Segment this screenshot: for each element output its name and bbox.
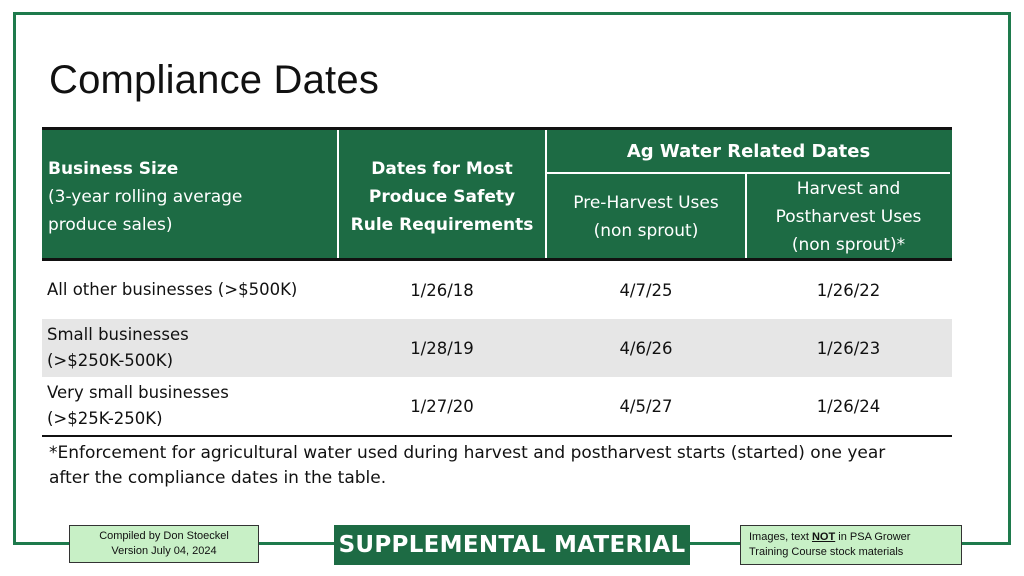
compiled-by-box: Compiled by Don Stoeckel Version July 04… — [69, 525, 259, 563]
business-size-cell: Small businesses (>$250K-500K) — [47, 319, 337, 377]
business-size-range: (>$250K-500K) — [47, 351, 174, 370]
most-date-cell: 1/27/20 — [410, 396, 474, 416]
harvest-date-cell: 1/26/22 — [816, 280, 881, 300]
version-text: Version July 04, 2024 — [111, 545, 217, 557]
footnote-line-2: after the compliance dates in the table. — [49, 468, 387, 488]
business-size-cell: Very small businesses (>$25K-250K) — [47, 377, 337, 435]
business-size-label: All other businesses (>$500K) — [47, 280, 298, 299]
header-most-dates: Dates for Most Produce Safety Rule Requi… — [339, 155, 545, 239]
disclaimer-not: NOT — [811, 531, 836, 543]
header-pre-harvest-1: Pre-Harvest Uses — [573, 193, 719, 213]
header-divider — [337, 130, 339, 258]
footnote: *Enforcement for agricultural water used… — [49, 441, 949, 491]
header-subdivider — [545, 172, 950, 174]
header-business-size-note-2: produce sales) — [48, 215, 173, 235]
harvest-date-cell: 1/26/23 — [816, 338, 881, 358]
header-harvest-1: Harvest and — [796, 179, 901, 199]
header-ag-water: Ag Water Related Dates — [626, 141, 871, 162]
harvest-date-cell: 1/26/24 — [816, 396, 881, 416]
slide-frame — [13, 12, 1011, 545]
header-most-dates-1: Dates for Most — [371, 159, 513, 179]
business-size-label: Small businesses — [47, 325, 189, 344]
header-business-size-title: Business Size — [48, 159, 179, 179]
header-harvest-2: Postharvest Uses — [775, 207, 922, 227]
compiled-by-text: Compiled by Don Stoeckel — [99, 530, 229, 542]
header-most-dates-3: Rule Requirements — [350, 215, 534, 235]
table-row: Very small businesses (>$25K-250K) 1/27/… — [42, 377, 952, 435]
header-harvest-3: (non sprout)* — [791, 235, 906, 255]
business-size-range: (>$25K-250K) — [47, 409, 163, 428]
footnote-line-1: *Enforcement for agricultural water used… — [49, 443, 886, 463]
table-row: All other businesses (>$500K) 1/26/18 4/… — [42, 261, 952, 319]
header-pre-harvest: Pre-Harvest Uses (non sprout) — [547, 189, 745, 245]
table-bottom-rule — [42, 435, 952, 437]
most-date-cell: 1/26/18 — [410, 280, 474, 300]
supplemental-material-banner: SUPPLEMENTAL MATERIAL — [334, 525, 690, 565]
business-size-cell: All other businesses (>$500K) — [47, 261, 337, 319]
table-header: Business Size (3-year rolling average pr… — [42, 127, 952, 261]
pre-harvest-date-cell: 4/6/26 — [619, 338, 673, 358]
compliance-table: Business Size (3-year rolling average pr… — [42, 127, 952, 437]
pre-harvest-date-cell: 4/7/25 — [619, 280, 673, 300]
disclaimer-box: Images, text NOT in PSA Grower Training … — [740, 525, 962, 565]
disclaimer-line-2: Training Course stock materials — [749, 546, 904, 558]
business-size-label: Very small businesses — [47, 383, 229, 402]
disclaimer-post: in PSA Grower — [835, 531, 911, 543]
header-business-size: Business Size (3-year rolling average pr… — [48, 155, 333, 239]
pre-harvest-date-cell: 4/5/27 — [619, 396, 673, 416]
disclaimer-pre: Images, text — [749, 531, 812, 543]
most-date-cell: 1/28/19 — [410, 338, 474, 358]
header-divider — [745, 172, 747, 258]
disclaimer-line-1: Images, text NOT in PSA Grower — [749, 530, 961, 545]
header-harvest: Harvest and Postharvest Uses (non sprout… — [747, 175, 950, 259]
header-divider — [545, 130, 547, 258]
header-business-size-note-1: (3-year rolling average — [48, 187, 243, 207]
header-most-dates-2: Produce Safety — [368, 187, 516, 207]
table-row: Small businesses (>$250K-500K) 1/28/19 4… — [42, 319, 952, 377]
header-pre-harvest-2: (non sprout) — [593, 221, 699, 241]
slide-title: Compliance Dates — [49, 58, 380, 102]
